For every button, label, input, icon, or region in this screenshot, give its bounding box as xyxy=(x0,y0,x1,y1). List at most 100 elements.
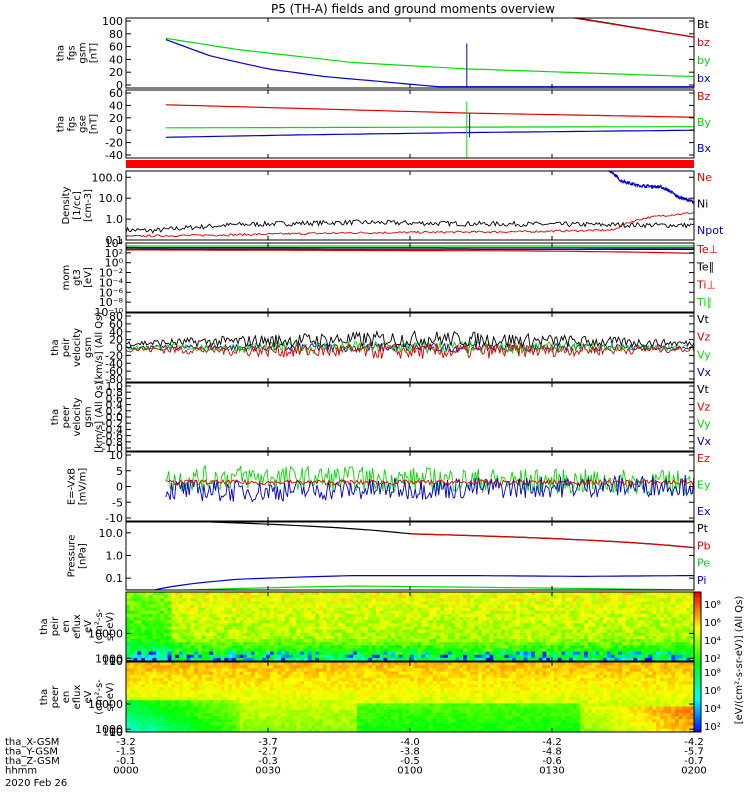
peer-spectrogram-cell xyxy=(213,693,218,698)
peir-spectrogram-cell xyxy=(648,632,653,637)
peir-spectrogram-cell xyxy=(497,598,502,603)
fgs-gse-ytick-label: 60 xyxy=(109,87,123,100)
peir-spectrogram-cell xyxy=(572,651,578,656)
peer-spectrogram-cell xyxy=(160,709,165,714)
peir-spectrogram-cell xyxy=(303,626,309,631)
peer-spectrogram-cell xyxy=(288,677,294,682)
peir-spectrogram-cell xyxy=(129,626,135,631)
peir-spectrogram-cell xyxy=(129,642,135,646)
peir-spectrogram-cell xyxy=(550,632,555,637)
peir-spectrogram-cell xyxy=(531,595,536,599)
fgs-gsm-legend-item: Bt xyxy=(697,18,710,31)
peer-spectrogram-cell xyxy=(152,697,157,701)
peir-spectrogram-cell xyxy=(360,592,366,596)
peir-spectrogram-cell xyxy=(179,623,184,628)
peir-spectrogram-cell xyxy=(436,629,441,634)
peir-spectrogram-cell xyxy=(356,654,362,659)
peir-spectrogram-cell xyxy=(315,592,320,596)
peir-spectrogram-cell xyxy=(360,623,366,628)
peer-spectrogram-cell xyxy=(224,662,229,666)
fgs-gsm-series-bx xyxy=(165,39,694,88)
peir-spectrogram-cell xyxy=(273,601,279,606)
peir-spectrogram-cell xyxy=(315,642,320,646)
peir-spectrogram-cell xyxy=(633,645,638,650)
peir-spectrogram-cell xyxy=(428,645,434,650)
peir-spectrogram-cell xyxy=(504,601,510,606)
peer-spectrogram-cell xyxy=(235,693,241,698)
peer-spectrogram-cell xyxy=(277,668,282,673)
peir-spectrogram-cell xyxy=(322,629,328,634)
peer-spectrogram-cell xyxy=(160,722,165,727)
peir-spectrogram-cell xyxy=(167,607,173,612)
peir-spectrogram-cell xyxy=(678,598,684,603)
peir-spectrogram-cell xyxy=(220,642,226,646)
peir-spectrogram-cell xyxy=(451,635,457,640)
peir-spectrogram-cell xyxy=(254,657,260,661)
peir-spectrogram-cell xyxy=(587,604,593,609)
peer-spectrogram-cell xyxy=(288,665,294,669)
peir-spectrogram-cell xyxy=(224,632,229,637)
peer-spectrogram-cell xyxy=(160,690,165,695)
peir-spectrogram-cell xyxy=(470,635,475,640)
peir-spectrogram-cell xyxy=(341,642,347,646)
peir-spectrogram-cell xyxy=(379,651,385,656)
peir-spectrogram-cell xyxy=(209,607,214,612)
peir-spectrogram-cell xyxy=(485,601,491,606)
peer-spectrogram-cell xyxy=(349,703,354,708)
peir-spectrogram-cell xyxy=(209,623,214,628)
peer-spectrogram-cell xyxy=(209,681,214,685)
peer-spectrogram-cell xyxy=(235,703,241,708)
peir-spectrogram-cell xyxy=(281,642,286,646)
peer-spectrogram-cell xyxy=(186,665,191,669)
peer-spectrogram-cell xyxy=(349,706,354,711)
peir-spectrogram-cell xyxy=(580,645,585,650)
peir-spectrogram-cell xyxy=(508,595,513,599)
peer-spectrogram-cell xyxy=(247,662,252,666)
peir-spectrogram-cell xyxy=(557,657,563,661)
peir-spectrogram-cell xyxy=(341,607,347,612)
pressure-frame xyxy=(125,521,695,591)
peir-spectrogram-cell xyxy=(126,632,131,637)
peir-spectrogram-cell xyxy=(569,648,574,653)
peir-spectrogram-cell xyxy=(133,635,138,640)
peir-spectrogram-cell xyxy=(307,592,313,596)
peer-spectrogram-cell xyxy=(288,662,294,666)
peir-spectrogram-cell xyxy=(383,626,388,631)
peir-spectrogram-cell xyxy=(360,629,366,634)
peer-spectrogram-cell xyxy=(175,674,180,679)
peer-spectrogram-cell xyxy=(129,684,135,689)
peir-spectrogram-cell xyxy=(553,601,559,606)
peer-spectrogram-cell xyxy=(171,684,176,689)
peer-spectrogram-cell xyxy=(296,671,301,676)
peir-spectrogram-cell xyxy=(186,648,191,653)
peir-spectrogram-cell xyxy=(152,604,157,609)
peir-spectrogram-cell xyxy=(625,648,631,653)
peir-spectrogram-cell xyxy=(292,607,297,612)
peer-spectrogram-cell xyxy=(285,662,290,666)
peir-spectrogram-cell xyxy=(277,598,282,603)
peer-spectrogram-cell xyxy=(307,693,313,698)
peer-spectrogram-cell xyxy=(277,716,282,720)
peir-spectrogram-cell xyxy=(167,635,173,640)
peir-spectrogram-cell xyxy=(656,604,661,609)
peir-spectrogram-cell xyxy=(497,592,502,596)
peir-spectrogram-cell xyxy=(652,626,657,631)
peir-spectrogram-cell xyxy=(603,639,608,643)
peir-spectrogram-cell xyxy=(542,657,547,661)
peir-spectrogram-cell xyxy=(345,651,351,656)
peir-spectrogram-cell xyxy=(534,620,540,624)
peir-spectrogram-cell xyxy=(303,657,309,661)
peir-spectrogram-cell xyxy=(550,623,555,628)
peir-spectrogram-cell xyxy=(576,657,581,661)
peir-spectrogram-cell xyxy=(663,604,669,609)
peir-spectrogram-cell xyxy=(599,601,604,606)
peer-spectrogram-cell xyxy=(171,703,176,708)
peir-spectrogram-cell xyxy=(266,632,271,637)
peer-spectrogram-cell xyxy=(250,728,256,732)
peir-spectrogram-cell xyxy=(546,598,551,603)
peir-spectrogram-cell xyxy=(300,657,305,661)
peir-spectrogram-cell xyxy=(470,623,475,628)
peir-spectrogram-cell xyxy=(372,592,377,596)
peir-spectrogram-cell xyxy=(387,654,392,659)
